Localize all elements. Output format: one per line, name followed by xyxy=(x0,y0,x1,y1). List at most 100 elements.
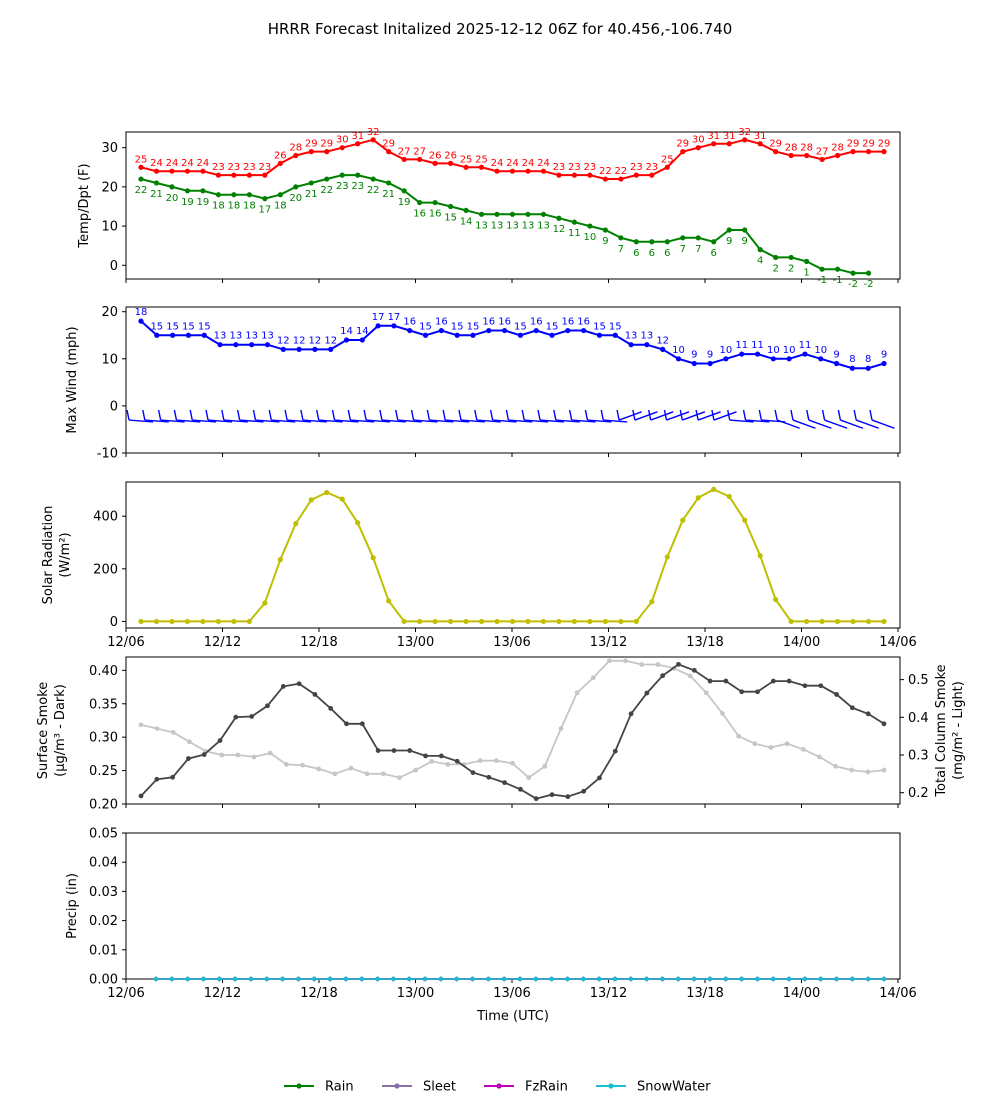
temperature-point xyxy=(215,172,221,178)
solar-point xyxy=(618,618,624,625)
max-wind-data-label: 17 xyxy=(372,312,385,323)
dewpoint-point xyxy=(447,203,454,210)
legend-label: SnowWater xyxy=(637,1080,711,1095)
dewpoint-data-label: 4 xyxy=(757,256,763,267)
wind-barb-flag xyxy=(711,409,715,421)
precip-snowwater-point xyxy=(865,976,871,982)
y-tick-label: 0.04 xyxy=(89,856,118,871)
dewpoint-point xyxy=(184,188,191,194)
dewpoint-line xyxy=(140,174,869,275)
wind-barb xyxy=(553,409,580,423)
solar-point xyxy=(355,520,361,526)
max-wind-point xyxy=(707,360,713,367)
wind-barb-flag xyxy=(474,409,478,421)
x-tick-label: 13/00 xyxy=(397,986,434,1001)
solar-point xyxy=(695,495,701,501)
wind-barb xyxy=(442,409,470,423)
wind-barb-flag xyxy=(632,409,636,421)
solar-point xyxy=(231,618,237,625)
precip-snowwater-point xyxy=(312,976,317,982)
max-wind-data-label: 16 xyxy=(403,317,416,328)
max-wind-point xyxy=(865,365,871,371)
dewpoint-data-label: 11 xyxy=(568,228,581,239)
wind-barb-flag xyxy=(284,409,288,421)
max-wind-data-label: 13 xyxy=(625,331,638,342)
wind-barb xyxy=(821,409,848,429)
surface-smoke-point xyxy=(802,683,808,689)
wind-barb-flag xyxy=(126,409,130,421)
temperature-data-label: 24 xyxy=(150,158,163,169)
total-column-smoke-point xyxy=(429,759,435,764)
solar-point xyxy=(324,489,330,496)
temperature-data-label: 28 xyxy=(289,143,302,154)
wind-barb-shaft xyxy=(334,419,359,423)
wind-barb xyxy=(300,409,327,423)
dewpoint-point xyxy=(819,266,825,272)
wind-barb-shaft xyxy=(745,419,770,423)
wind-barb-shaft xyxy=(618,411,642,421)
precip-snowwater-point xyxy=(755,976,760,982)
wind-barb-shaft xyxy=(476,419,501,423)
surface-smoke-point xyxy=(881,721,887,727)
max-wind-data-label: 12 xyxy=(277,335,290,346)
temperature-data-label: 25 xyxy=(475,154,488,165)
solar-point xyxy=(339,496,345,502)
temperature-point xyxy=(417,156,423,163)
wind-barb-shaft xyxy=(160,419,185,423)
wind-barb-flag xyxy=(568,409,573,421)
solar-point xyxy=(200,618,206,625)
max-wind-point xyxy=(596,332,603,338)
surface-smoke-point xyxy=(438,753,444,759)
max-wind-data-label: 13 xyxy=(641,331,654,342)
wind-barb-shaft xyxy=(445,419,470,423)
max-wind-point xyxy=(154,332,160,338)
temperature-point xyxy=(293,152,299,159)
surface-smoke-point xyxy=(786,678,792,684)
dewpoint-point xyxy=(308,180,314,186)
wind-barb xyxy=(711,409,737,421)
surface-smoke-point xyxy=(739,689,745,695)
max-wind-point xyxy=(185,332,192,338)
surface-smoke-point xyxy=(502,780,507,786)
y-tick-label: 0.5 xyxy=(908,673,929,688)
precip-snowwater-point xyxy=(185,976,190,982)
surface-smoke-point xyxy=(723,678,729,684)
precip-snowwater-point xyxy=(517,976,523,982)
max-wind-point xyxy=(517,332,524,338)
temperature-point xyxy=(262,172,268,178)
wind-barb-flag xyxy=(616,409,620,421)
temperature-point xyxy=(386,149,392,155)
surface-smoke-point xyxy=(375,748,381,753)
temperature-data-label: 29 xyxy=(862,139,875,150)
max-wind-point xyxy=(280,346,286,352)
total-column-smoke-point xyxy=(397,775,402,781)
temperature-data-label: 22 xyxy=(599,166,612,177)
max-wind-data-label: 15 xyxy=(166,321,179,332)
max-wind-data-label: 10 xyxy=(767,345,780,356)
dewpoint-point xyxy=(138,176,144,182)
solar-point xyxy=(169,618,175,625)
dewpoint-data-label: 7 xyxy=(695,244,701,255)
x-tick-label: 13/12 xyxy=(590,635,627,650)
y-tick-label: 0.25 xyxy=(89,764,118,779)
dewpoint-point xyxy=(773,254,779,261)
y-tick-label: 0 xyxy=(110,259,118,274)
max-wind-data-label: 10 xyxy=(672,345,685,356)
max-wind-data-label: 16 xyxy=(498,317,511,328)
wind-barb xyxy=(379,409,406,423)
surface-smoke-point xyxy=(676,661,681,667)
dewpoint-point xyxy=(571,219,578,225)
dewpoint-data-label: 21 xyxy=(150,189,163,200)
dewpoint-data-label: 9 xyxy=(602,236,608,247)
wind-barb-flag xyxy=(363,409,367,421)
wind-barb xyxy=(632,409,658,421)
wind-barb-shaft xyxy=(824,419,848,429)
dewpoint-point xyxy=(370,176,376,182)
y-axis-label: Max Wind (mph) xyxy=(65,326,80,433)
wind-barb xyxy=(537,409,565,423)
y-axis-label: Surface Smoke (µg/m³ - Dark) xyxy=(36,682,68,780)
y-tick-label: 200 xyxy=(93,562,118,577)
dewpoint-point xyxy=(153,180,160,186)
wind-barb-shaft xyxy=(144,419,169,423)
y-tick-label: 0.03 xyxy=(89,885,118,900)
